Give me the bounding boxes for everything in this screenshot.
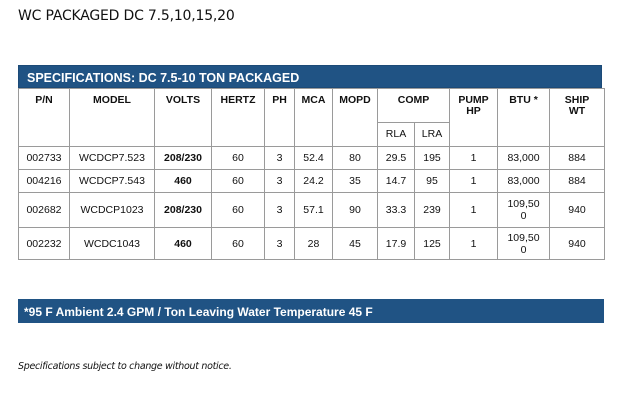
btu-line2: 0	[520, 243, 527, 256]
cell-pump-hp: 1	[449, 227, 498, 260]
btu-line1: 109,50	[507, 198, 540, 210]
cell-pump-hp: 1	[449, 192, 498, 228]
footnote-bar: *95 F Ambient 2.4 GPM / Ton Leaving Wate…	[18, 299, 604, 323]
cell-btu: 109,50 0	[497, 192, 550, 228]
cell-pn: 002682	[18, 192, 70, 228]
cell-volts: 208/230	[154, 146, 212, 170]
cell-btu: 83,000	[497, 146, 550, 170]
col-header-mopd: MOPD	[332, 88, 378, 147]
cell-hertz: 60	[211, 169, 265, 193]
cell-mopd: 35	[332, 169, 378, 193]
btu-line1: 109,50	[507, 231, 540, 244]
cell-pump-hp: 1	[449, 169, 498, 193]
cell-ph: 3	[264, 192, 295, 228]
col-header-ship-wt: SHIP WT	[549, 88, 605, 147]
cell-mopd: 90	[332, 192, 378, 228]
cell-mca: 28	[294, 227, 333, 260]
cell-volts: 460	[154, 227, 212, 260]
cell-lra: 239	[414, 192, 450, 228]
cell-volts: 208/230	[154, 192, 212, 228]
col-header-rla: RLA	[377, 122, 415, 147]
cell-pn: 004216	[18, 169, 70, 193]
cell-rla: 29.5	[377, 146, 415, 170]
cell-lra: 125	[414, 227, 450, 260]
cell-model: WCDCP1023	[69, 192, 155, 228]
cell-pump-hp: 1	[449, 146, 498, 170]
document-title: WC PACKAGED DC 7.5,10,15,20	[18, 8, 235, 24]
col-header-model: MODEL	[69, 88, 155, 147]
spec-table-header: SPECIFICATIONS: DC 7.5-10 TON PACKAGED	[18, 65, 602, 88]
table-row: 002232 WCDC1043 460 60 3 28 45 17.9 125 …	[18, 227, 605, 260]
pump-hp-line1: PUMP	[458, 94, 489, 106]
cell-ship-wt: 940	[549, 192, 605, 228]
btu-line2: 0	[520, 210, 527, 222]
col-header-ph: PH	[264, 88, 295, 147]
cell-mca: 24.2	[294, 169, 333, 193]
cell-rla: 33.3	[377, 192, 415, 228]
cell-hertz: 60	[211, 146, 265, 170]
table-row: 002682 WCDCP1023 208/230 60 3 57.1 90 33…	[18, 192, 605, 228]
cell-rla: 17.9	[377, 227, 415, 260]
cell-btu: 109,50 0	[497, 227, 550, 260]
cell-ship-wt: 940	[549, 227, 605, 260]
col-header-comp: COMP	[377, 88, 450, 123]
cell-model: WCDCP7.543	[69, 169, 155, 193]
cell-lra: 95	[414, 169, 450, 193]
cell-pn: 002733	[18, 146, 70, 170]
cell-mopd: 80	[332, 146, 378, 170]
col-header-volts: VOLTS	[154, 88, 212, 147]
ship-wt-line1: SHIP	[564, 94, 590, 106]
cell-ph: 3	[264, 227, 295, 260]
cell-model: WCDC1043	[69, 227, 155, 260]
col-header-lra: LRA	[414, 122, 450, 147]
cell-hertz: 60	[211, 192, 265, 228]
cell-lra: 195	[414, 146, 450, 170]
cell-hertz: 60	[211, 227, 265, 260]
cell-btu: 83,000	[497, 169, 550, 193]
cell-pn: 002232	[18, 227, 70, 260]
cell-mca: 52.4	[294, 146, 333, 170]
col-header-pn: P/N	[18, 88, 70, 147]
cell-ph: 3	[264, 169, 295, 193]
pump-hp-line2: HP	[466, 105, 481, 117]
col-header-hertz: HERTZ	[211, 88, 265, 147]
col-header-pump-hp: PUMP HP	[449, 88, 498, 147]
cell-mca: 57.1	[294, 192, 333, 228]
col-header-mca: MCA	[294, 88, 333, 147]
cell-ph: 3	[264, 146, 295, 170]
disclaimer-text: Specifications subject to change without…	[18, 361, 232, 372]
table-row: 004216 WCDCP7.543 460 60 3 24.2 35 14.7 …	[18, 169, 605, 193]
cell-volts: 460	[154, 169, 212, 193]
ship-wt-line2: WT	[568, 105, 586, 117]
col-header-btu: BTU *	[497, 88, 550, 147]
cell-mopd: 45	[332, 227, 378, 260]
spec-table: P/N MODEL VOLTS HERTZ PH MCA MOPD COMP P…	[18, 88, 605, 260]
cell-model: WCDCP7.523	[69, 146, 155, 170]
table-row: 002733 WCDCP7.523 208/230 60 3 52.4 80 2…	[18, 146, 605, 170]
cell-ship-wt: 884	[549, 146, 605, 170]
cell-rla: 14.7	[377, 169, 415, 193]
cell-ship-wt: 884	[549, 169, 605, 193]
